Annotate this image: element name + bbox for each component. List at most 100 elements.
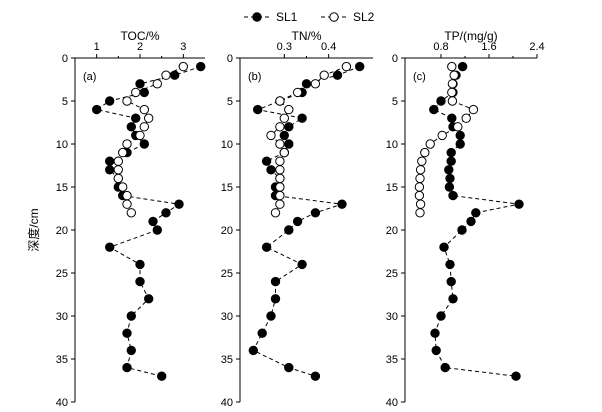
- data-point-sl1: [126, 122, 137, 132]
- y-tick-label: 40: [386, 397, 398, 409]
- data-point-sl1: [139, 139, 150, 149]
- data-point-sl1: [511, 371, 521, 381]
- x-tick-label: 2: [137, 41, 143, 53]
- data-point-sl2: [425, 139, 435, 149]
- data-point-sl2: [449, 70, 459, 80]
- y-tick-label: 10: [221, 139, 233, 151]
- data-point-sl1: [279, 130, 289, 141]
- data-point-sl1: [455, 139, 465, 149]
- y-tick-label: 35: [56, 354, 68, 366]
- data-point-sl1: [457, 61, 468, 72]
- panel-tag: (c): [413, 71, 426, 83]
- series-sl2: [414, 61, 479, 218]
- data-point-sl1: [436, 311, 446, 321]
- y-tick-label: 40: [221, 397, 233, 409]
- data-point-sl2: [126, 208, 137, 218]
- x-axis-title: TN/%: [292, 29, 322, 43]
- data-point-sl1: [266, 165, 276, 175]
- series-sl2: [113, 61, 189, 218]
- y-tick-label: 40: [56, 397, 68, 409]
- data-point-sl2: [437, 130, 447, 141]
- data-point-sl2: [414, 190, 425, 201]
- panel-2: 0.3 0.4 0 5 10 15 20 25 30 35 40 TN/% (b): [221, 29, 373, 409]
- legend: SL1 SL2: [244, 10, 375, 24]
- y-tick-label: 25: [386, 268, 398, 280]
- data-point-sl1: [157, 371, 167, 381]
- y-tick-label: 10: [56, 139, 68, 151]
- data-point-sl2: [275, 182, 285, 192]
- data-point-sl1: [135, 79, 145, 89]
- data-point-sl1: [297, 113, 307, 123]
- data-point-sl2: [275, 173, 285, 184]
- x-tick-label: 0.3: [277, 41, 292, 53]
- data-point-sl1: [284, 122, 294, 132]
- data-point-sl1: [144, 294, 154, 304]
- data-point-sl2: [139, 122, 150, 132]
- data-point-sl1: [445, 173, 455, 184]
- data-point-sl1: [337, 199, 347, 209]
- data-point-sl1: [310, 371, 321, 381]
- data-point-sl1: [170, 70, 180, 80]
- data-point-sl1: [122, 362, 132, 373]
- data-point-sl1: [284, 139, 294, 149]
- data-point-sl2: [275, 156, 285, 166]
- y-tick-label: 10: [386, 139, 398, 151]
- data-point-sl1: [161, 208, 171, 218]
- y-tick-label: 5: [62, 96, 68, 108]
- data-point-sl1: [292, 216, 303, 227]
- data-point-sl1: [430, 328, 440, 338]
- data-point-sl2: [131, 87, 141, 98]
- x-tick-label: 0.4: [321, 41, 336, 53]
- data-point-sl2: [417, 156, 427, 166]
- y-tick-label: 0: [62, 53, 68, 65]
- data-point-sl2: [279, 113, 289, 123]
- x-tick-label: 1: [94, 41, 100, 53]
- x-tick-label: 1.6: [481, 41, 496, 53]
- data-point-sl2: [447, 87, 457, 98]
- data-point-sl1: [439, 242, 449, 252]
- data-point-sl2: [118, 182, 128, 192]
- data-point-sl1: [270, 294, 281, 304]
- legend-marker-sl2: [329, 12, 339, 22]
- x-axis-title: TOC/%: [120, 29, 159, 43]
- data-point-sl1: [446, 147, 456, 158]
- data-point-sl2: [447, 61, 457, 72]
- data-point-sl1: [126, 345, 137, 356]
- y-tick-label: 30: [386, 311, 398, 323]
- series-line-sl2: [418, 66, 475, 213]
- data-point-sl1: [266, 311, 276, 321]
- series-line-sl1: [95, 66, 201, 377]
- data-point-sl2: [292, 87, 303, 98]
- data-point-sl1: [445, 259, 455, 270]
- data-point-sl1: [448, 294, 458, 304]
- data-point-sl2: [447, 79, 458, 89]
- data-point-sl2: [122, 199, 132, 209]
- data-point-sl2: [275, 122, 285, 132]
- data-point-sl1: [257, 328, 267, 338]
- panel-3: 0.8 1.6 2.4 0 5 10 15 20 25 30 35 40 TP/(mg/g) (c): [386, 29, 545, 409]
- y-tick-label: 20: [56, 225, 68, 237]
- data-point-sl2: [420, 147, 430, 158]
- data-point-sl2: [122, 96, 132, 106]
- legend-marker-sl1: [252, 12, 262, 22]
- data-point-sl1: [332, 70, 343, 80]
- data-point-sl1: [148, 216, 158, 227]
- data-point-sl2: [122, 139, 132, 149]
- data-point-sl1: [514, 199, 524, 209]
- data-point-sl2: [468, 104, 479, 115]
- data-point-sl1: [447, 113, 457, 123]
- data-point-sl1: [105, 156, 115, 166]
- y-tick-label: 0: [227, 53, 233, 65]
- data-point-sl1: [436, 96, 446, 106]
- panel-tag: (a): [83, 71, 96, 83]
- data-point-sl1: [446, 156, 456, 166]
- y-tick-label: 5: [227, 96, 233, 108]
- data-point-sl2: [341, 61, 352, 72]
- data-point-sl1: [92, 104, 102, 115]
- data-point-sl1: [261, 156, 272, 166]
- data-point-sl1: [448, 190, 458, 201]
- y-tick-label: 20: [386, 225, 398, 237]
- data-point-sl2: [139, 104, 150, 115]
